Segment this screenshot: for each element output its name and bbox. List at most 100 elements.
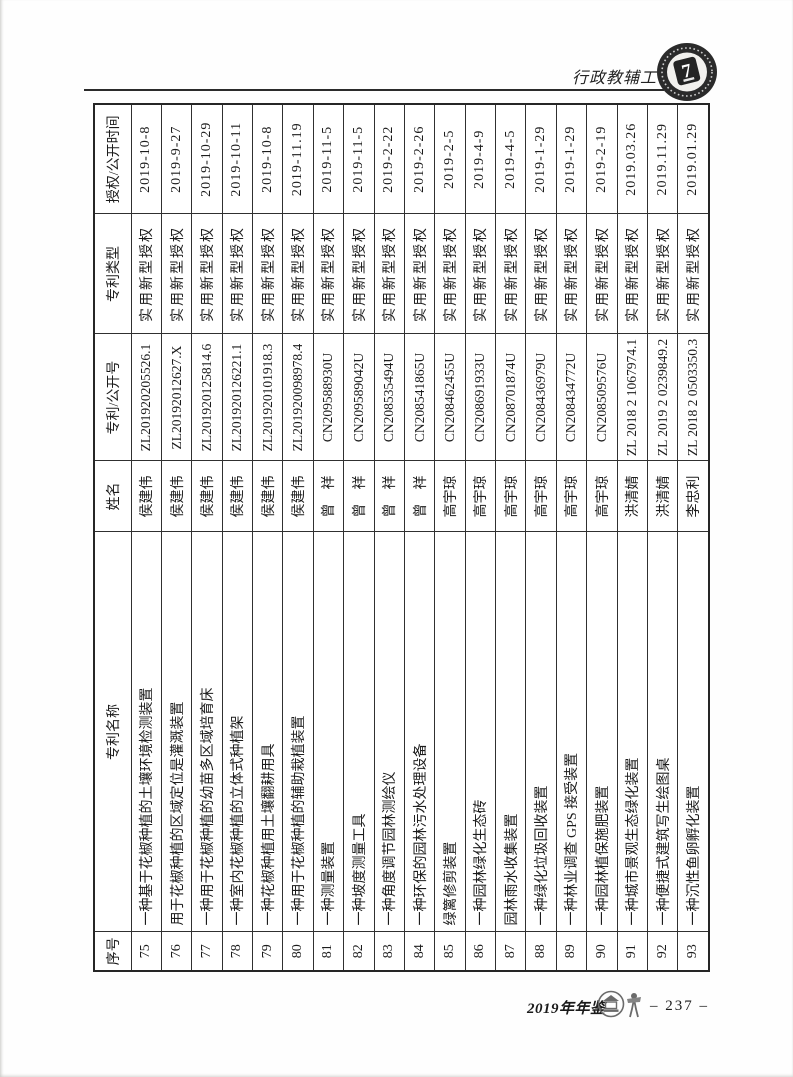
cell-patent-name: 园林雨水收集装置 bbox=[495, 532, 526, 932]
table-row: 76 用于花椒种植的区域定位是灌溉装置 侯建伟 ZL20192012627.X 实用新型… bbox=[161, 104, 192, 971]
col-header-patent-number: 专利/公开号 bbox=[94, 334, 131, 461]
cell-patent-type: 实用新型授权 bbox=[222, 214, 253, 334]
cell-patent-number: CN208434772U bbox=[556, 334, 587, 461]
cell-patent-type: 实用新型授权 bbox=[191, 214, 223, 334]
cell-patent-name: 一种坡度测量工具 bbox=[343, 532, 374, 932]
cell-patent-name: 一种园林植保施肥装置 bbox=[586, 532, 617, 932]
cell-patent-type: 实用新型授权 bbox=[282, 214, 314, 334]
cell-patent-type: 实用新型授权 bbox=[617, 214, 648, 334]
cell-inventor: 曾 祥 bbox=[374, 461, 405, 532]
table-row: 88 一种绿化垃圾回收装置 高宇琼 CN208436979U 实用新型授权 2019-1-… bbox=[525, 104, 557, 971]
cell-patent-name: 一种测量装置 bbox=[313, 532, 344, 932]
cell-patent-name: 用于花椒种植的区域定位是灌溉装置 bbox=[161, 532, 192, 932]
cell-patent-name: 一种用于花椒种植的辅助栽植装置 bbox=[282, 532, 314, 932]
cell-patent-type: 实用新型授权 bbox=[556, 214, 587, 334]
cell-patent-number: ZL20192012627.X bbox=[161, 334, 192, 461]
cell-patent-type: 实用新型授权 bbox=[677, 214, 709, 334]
cell-patent-type: 实用新型授权 bbox=[495, 214, 526, 334]
table-row: 75 一种基于花椒种植的土壤环境检测装置 侯建伟 ZL201920205526.1 实用… bbox=[131, 104, 162, 971]
cell-patent-name: 一种便捷式建筑写生绘图桌 bbox=[647, 532, 678, 932]
cell-inventor: 高宇琼 bbox=[556, 461, 587, 532]
cell-inventor: 洪清婧 bbox=[647, 461, 678, 532]
cell-patent-name: 一种沉性鱼卵孵化装置 bbox=[677, 532, 709, 932]
table-row: 84 一种环保的园林污水处理设备曾 祥 CN208541865U 实用新型授权 2019… bbox=[404, 104, 435, 971]
table-row: 90 一种园林植保施肥装置 高宇琼 CN208509576U 实用新型授权 2019-2-… bbox=[586, 104, 617, 971]
cell-patent-number: ZL201920205526.1 bbox=[131, 334, 162, 461]
cell-grant-date: 2019-11.19 bbox=[282, 104, 314, 214]
cell-serial: 85 bbox=[434, 932, 466, 971]
cell-serial: 93 bbox=[677, 932, 709, 971]
cell-grant-date: 2019-10-8 bbox=[131, 104, 162, 214]
cell-grant-date: 2019-11-5 bbox=[313, 104, 344, 214]
cell-serial: 88 bbox=[525, 932, 557, 971]
cell-patent-type: 实用新型授权 bbox=[161, 214, 192, 334]
cell-grant-date: 2019-2-5 bbox=[434, 104, 466, 214]
cell-patent-number: ZL201920125814.6 bbox=[191, 334, 223, 461]
page-number: – 237 – bbox=[650, 998, 709, 1014]
cell-grant-date: 2019-2-26 bbox=[404, 104, 435, 214]
table-header-row: 序号 专利名称 姓名 专利/公开号 专利类型 授权/公开时间 bbox=[94, 104, 131, 971]
section-title: 行政教辅工作 bbox=[572, 70, 675, 87]
cell-serial: 80 bbox=[282, 932, 314, 971]
cell-grant-date: 2019.03.26 bbox=[617, 104, 648, 214]
cell-serial: 78 bbox=[222, 932, 253, 971]
cell-inventor: 侯建伟 bbox=[282, 461, 314, 532]
table-row: 89 一种林业调查 GPS 接受装置 高宇琼 CN208434772U 实用新型授权 20… bbox=[556, 104, 587, 971]
cell-patent-name: 一种园林绿化生态砖 bbox=[465, 532, 496, 932]
cell-serial: 79 bbox=[252, 932, 283, 971]
cell-serial: 84 bbox=[404, 932, 435, 971]
cell-patent-type: 实用新型授权 bbox=[131, 214, 162, 334]
cell-grant-date: 2019-1-29 bbox=[556, 104, 587, 214]
cell-grant-date: 2019-11-5 bbox=[343, 104, 374, 214]
cell-grant-date: 2019.01.29 bbox=[677, 104, 709, 214]
cell-grant-date: 2019-10-8 bbox=[252, 104, 283, 214]
cell-inventor: 曾 祥 bbox=[313, 461, 344, 532]
cell-inventor: 曾 祥 bbox=[404, 461, 435, 532]
cell-inventor: 高宇琼 bbox=[495, 461, 526, 532]
cell-patent-name: 一种用于花椒种植的幼苗多区域培育床 bbox=[191, 532, 223, 932]
col-header-grant-date: 授权/公开时间 bbox=[94, 104, 131, 214]
cell-patent-number: CN208691933U bbox=[465, 334, 496, 461]
header-rule bbox=[84, 89, 664, 91]
cell-patent-number: ZL201920126221.1 bbox=[222, 334, 253, 461]
cell-patent-name: 一种基于花椒种植的土壤环境检测装置 bbox=[131, 532, 162, 932]
cell-patent-type: 实用新型授权 bbox=[525, 214, 557, 334]
cell-patent-number: CN208436979U bbox=[525, 334, 557, 461]
cell-inventor: 李忠利 bbox=[677, 461, 709, 532]
cell-inventor: 高宇琼 bbox=[465, 461, 496, 532]
col-header-inventor: 姓名 bbox=[94, 461, 131, 532]
table-row: 79 一种花椒种植用土壤翻耕用具 侯建伟 ZL201920101918.3 实用新型授权… bbox=[252, 104, 283, 971]
cell-patent-number: CN208701874U bbox=[495, 334, 526, 461]
cell-serial: 83 bbox=[374, 932, 405, 971]
cell-inventor: 侯建伟 bbox=[252, 461, 283, 532]
university-seal-icon: 7 bbox=[656, 42, 718, 102]
cell-grant-date: 2019-9-27 bbox=[161, 104, 192, 214]
table-row: 91 一种城市景观生态绿化装置 洪清婧 ZL 2018 2 1067974.1 实用新型… bbox=[617, 104, 648, 971]
table-row: 78 一种室内花椒种植的立体式种植架 侯建伟 ZL201920126221.1 实用新型… bbox=[222, 104, 253, 971]
cell-patent-number: CN208535494U bbox=[374, 334, 405, 461]
cell-serial: 91 bbox=[617, 932, 648, 971]
cell-serial: 76 bbox=[161, 932, 192, 971]
cell-patent-type: 实用新型授权 bbox=[434, 214, 466, 334]
table-row: 83 一种角度调节园林测绘仪曾 祥 CN208535494U 实用新型授权 2019-2… bbox=[374, 104, 405, 971]
cell-inventor: 高宇琼 bbox=[525, 461, 557, 532]
cell-patent-number: CN208509576U bbox=[586, 334, 617, 461]
cell-patent-name: 一种城市景观生态绿化装置 bbox=[617, 532, 648, 932]
cell-serial: 89 bbox=[556, 932, 587, 971]
cell-serial: 75 bbox=[131, 932, 162, 971]
cell-inventor: 高宇琼 bbox=[434, 461, 466, 532]
cell-serial: 81 bbox=[313, 932, 344, 971]
table-row: 77 一种用于花椒种植的幼苗多区域培育床 侯建伟 ZL201920125814.6 实用… bbox=[191, 104, 223, 971]
cell-patent-number: ZL 2019 2 0239849.2 bbox=[647, 334, 678, 461]
cell-patent-number: ZL 2018 2 1067974.1 bbox=[617, 334, 648, 461]
table-row: 87 园林雨水收集装置 高宇琼 CN208701874U 实用新型授权 2019-4-5 bbox=[495, 104, 526, 971]
cell-patent-type: 实用新型授权 bbox=[252, 214, 283, 334]
cell-patent-number: CN209588930U bbox=[313, 334, 344, 461]
pavilion-stamp-icon bbox=[597, 987, 647, 1021]
cell-serial: 77 bbox=[191, 932, 223, 971]
table-row: 80 一种用于花椒种植的辅助栽植装置 侯建伟 ZL201920098978.4 实用新型… bbox=[282, 104, 314, 971]
table-row: 81 一种测量装置曾 祥 CN209588930U 实用新型授权 2019-11-5 bbox=[313, 104, 344, 971]
cell-patent-name: 一种花椒种植用土壤翻耕用具 bbox=[252, 532, 283, 932]
cell-serial: 90 bbox=[586, 932, 617, 971]
